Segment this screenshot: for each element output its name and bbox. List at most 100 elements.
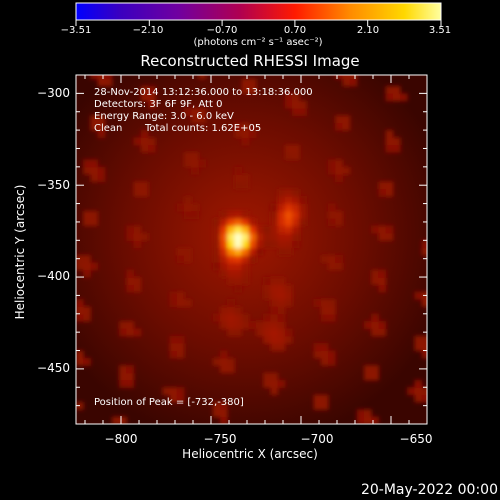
heatmap-pixel: [83, 255, 91, 263]
heatmap-pixel: [169, 343, 178, 352]
heatmap-pixel: [421, 350, 427, 359]
heatmap-pixel: [83, 166, 91, 175]
heatmap-pixel: [263, 313, 271, 322]
heatmap-pixel: [248, 232, 257, 241]
heatmap-pixel: [248, 218, 257, 227]
heatmap-pixel: [83, 262, 91, 271]
heatmap-pixel: [234, 255, 243, 263]
heatmap-pixel: [234, 166, 243, 175]
heatmap-pixel: [220, 401, 228, 410]
heatmap-pixel: [119, 328, 127, 337]
heatmap-pixel: [421, 335, 427, 344]
heatmap-pixel: [299, 108, 307, 116]
heatmap-pixel: [83, 269, 91, 278]
heatmap-pixel: [378, 328, 387, 337]
heatmap-pixel: [148, 137, 156, 146]
heatmap-pixel: [220, 247, 228, 256]
heatmap-pixel: [277, 313, 286, 322]
heatmap-pixel: [248, 130, 257, 138]
heatmap-pixel: [407, 387, 415, 396]
heatmap-pixel: [227, 328, 235, 337]
heatmap-pixel: [220, 306, 228, 315]
heatmap-pixel: [220, 210, 228, 219]
heatmap-pixel: [270, 232, 279, 241]
heatmap-pixel: [126, 225, 135, 234]
heatmap-pixel: [292, 232, 300, 241]
heatmap-pixel: [335, 122, 343, 131]
heatmap-pixel: [76, 350, 84, 359]
heatmap-pixel: [212, 232, 221, 241]
detectors-text: Detectors: 3F 6F 9F, Att 0: [94, 99, 223, 110]
heatmap-pixel: [97, 115, 106, 124]
heatmap-pixel: [313, 350, 322, 359]
heatmap-pixel: [234, 232, 243, 241]
heatmap-pixel: [270, 203, 279, 212]
heatmap-pixel: [284, 188, 293, 197]
heatmap-pixel: [234, 174, 243, 183]
heatmap-pixel: [335, 255, 343, 263]
heatmap-pixel: [349, 78, 358, 87]
heatmap-pixel: [320, 401, 329, 410]
heatmap-pixel: [191, 115, 199, 124]
heatmap-pixel: [90, 262, 99, 271]
heatmap-pixel: [313, 394, 322, 403]
heatmap-pixel: [220, 269, 228, 278]
heatmap-pixel: [328, 255, 336, 263]
peak-position-text: Position of Peak = [-732,-380]: [94, 397, 244, 408]
heatmap-pixel: [335, 75, 343, 80]
heatmap-pixel: [284, 299, 293, 307]
heatmap-pixel: [270, 210, 279, 219]
heatmap-pixel: [220, 321, 228, 329]
heatmap-pixel: [169, 394, 178, 403]
heatmap-pixel: [414, 394, 423, 403]
heatmap-pixel: [234, 306, 243, 315]
heatmap-pixel: [256, 321, 264, 329]
heatmap-pixel: [277, 218, 286, 227]
heatmap-pixel: [270, 225, 279, 234]
heatmap-pixel: [140, 137, 149, 146]
heatmap-pixel: [241, 313, 250, 322]
heatmap-pixel: [97, 75, 106, 80]
heatmap-pixel: [320, 306, 329, 315]
heatmap-pixel: [328, 306, 336, 315]
heatmap-pixel: [220, 409, 228, 418]
heatmap-pixel: [220, 416, 228, 424]
heatmap-pixel: [263, 328, 271, 337]
heatmap-pixel: [421, 240, 427, 249]
heatmap-pixel: [169, 299, 178, 307]
heatmap-pixel: [277, 232, 286, 241]
heatmap-pixel: [284, 232, 293, 241]
heatmap-pixel: [227, 357, 235, 366]
heatmap-pixel: [241, 255, 250, 263]
heatmap-pixel: [277, 277, 286, 285]
heatmap-pixel: [133, 188, 142, 197]
heatmap-pixel: [270, 306, 279, 315]
heatmap-pixel: [119, 379, 127, 388]
heatmap-pixel: [234, 130, 243, 138]
heatmap-pixel: [76, 299, 84, 307]
heatmap-pixel: [263, 291, 271, 300]
heatmap-pixel: [277, 196, 286, 205]
heatmap-pixel: [227, 240, 235, 249]
heatmap-pixel: [335, 115, 343, 124]
heatmap-pixel: [421, 343, 427, 352]
heatmap-pixel: [119, 416, 127, 424]
heatmap-pixel: [292, 188, 300, 197]
heatmap-pixel: [421, 299, 427, 307]
x-tick-label: −650: [399, 432, 433, 446]
heatmap-pixel: [140, 232, 149, 241]
heatmap-pixel: [227, 262, 235, 271]
heatmap-pixel: [76, 262, 84, 271]
heatmap-pixel: [234, 313, 243, 322]
heatmap-pixel: [284, 335, 293, 344]
heatmap-pixel: [234, 181, 243, 190]
x-tick-label: −750: [203, 432, 237, 446]
heatmap-pixel: [119, 365, 127, 374]
heatmap-pixel: [328, 203, 336, 212]
heatmap-pixel: [234, 210, 243, 219]
heatmap-pixel: [277, 299, 286, 307]
heatmap-pixel: [313, 343, 322, 352]
heatmap-pixel: [270, 387, 279, 396]
heatmap-pixel: [176, 350, 185, 359]
heatmap-pixel: [176, 247, 185, 256]
